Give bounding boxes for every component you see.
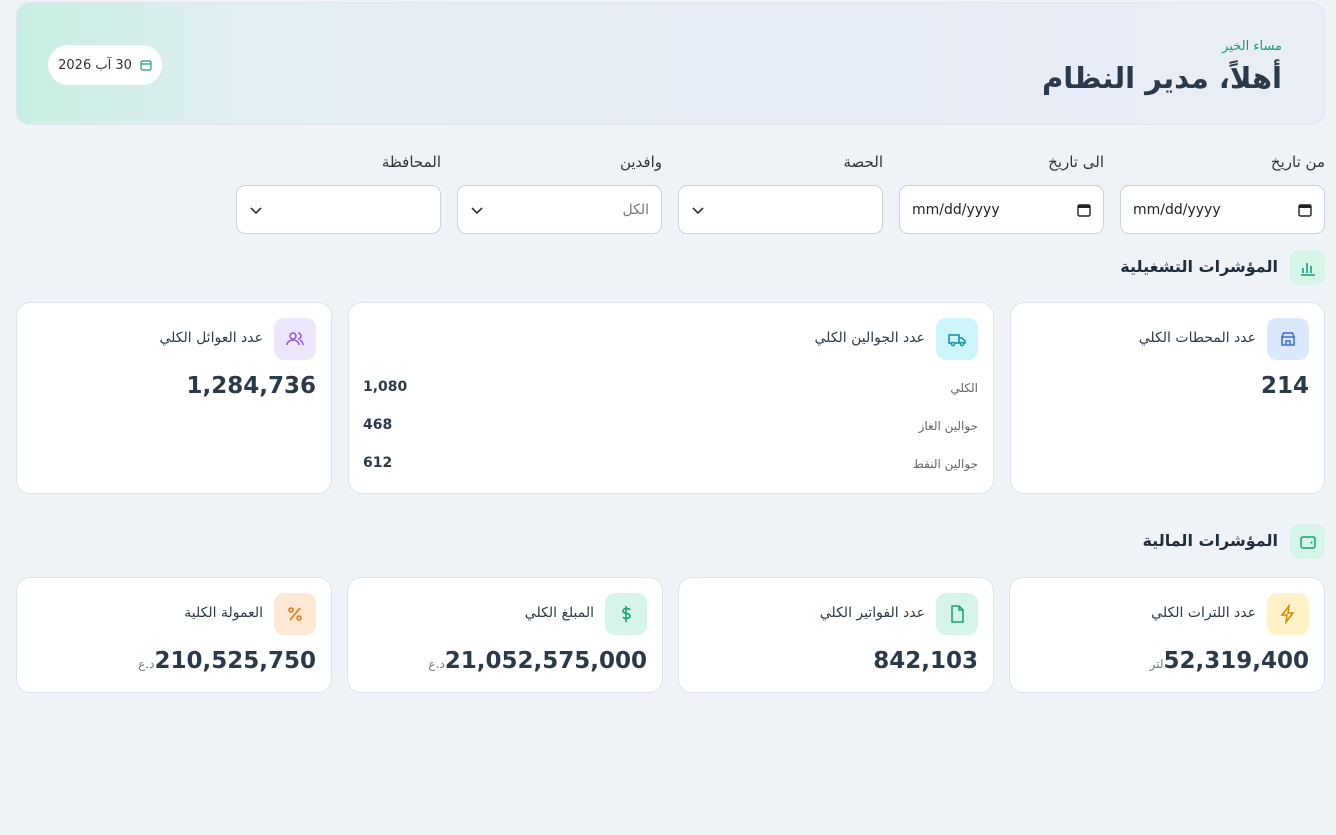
unit-text: د.ع (138, 657, 155, 671)
icon-file (951, 605, 964, 623)
stat-card: عدد الفواتير الكلي 842,103 (678, 577, 994, 693)
chevron (471, 206, 483, 214)
filter-label: الى تاريخ (1048, 153, 1104, 171)
section-title: المؤشرات التشغيلية (1120, 257, 1278, 276)
card-title: عدد العوائل الكلي (159, 330, 263, 346)
card-icon (936, 318, 978, 360)
card-title: عدد الجوالين الكلي (814, 330, 926, 346)
row-label: جوالين الغاز (918, 419, 978, 433)
date-input[interactable]: mm/dd/yyyy (1120, 185, 1325, 234)
welcome-title: أهلاً، مدير النظام (1042, 61, 1282, 95)
card-title: عدد المحطات الكلي (1138, 330, 1256, 346)
stat-card: عدد العوائل الكلي 1,284,736 (16, 302, 332, 494)
card-value: 52,319,400 لتر (1144, 648, 1309, 674)
card-icon (274, 318, 316, 360)
select-text: الكل (622, 201, 650, 218)
calendar-icon (140, 60, 152, 71)
card-title: العمولة الكلية (184, 605, 263, 621)
icon-truck (948, 334, 966, 347)
wallet-icon (1299, 535, 1316, 549)
icon-users (286, 332, 304, 346)
filter-label: الحصة (843, 153, 883, 171)
select-input[interactable] (236, 185, 441, 234)
icon-pct (288, 607, 302, 621)
chevron (692, 206, 704, 214)
card-icon (1267, 318, 1309, 360)
select-input[interactable]: الكل (457, 185, 662, 234)
card-title: المبلغ الكلي (524, 605, 594, 621)
card-title: عدد اللترات الكلي (1151, 605, 1256, 621)
row-value: 612 (363, 455, 393, 471)
card-value: 21,052,575,000 د.ع (422, 648, 647, 674)
card-title: عدد الفواتير الكلي (819, 605, 925, 621)
card-icon (936, 593, 978, 635)
stat-card: المبلغ الكلي 21,052,575,000 د.ع (347, 577, 663, 693)
chevron (250, 206, 262, 214)
greeting: مساء الخير (1222, 39, 1282, 54)
calendar-icon (1298, 203, 1312, 217)
card-value: 842,103 (873, 648, 978, 674)
filter-label: من تاريخ (1270, 153, 1325, 171)
row-label: الكلي (950, 381, 978, 395)
stat-card: العمولة الكلية 210,525,750 د.ع (16, 577, 332, 693)
row-label: جوالين النفط (912, 457, 978, 471)
select-input[interactable] (678, 185, 883, 234)
value-text: 210,525,750 (154, 648, 316, 674)
value-text: 21,052,575,000 (444, 648, 647, 674)
section-icon (1290, 524, 1325, 559)
filter-label: وافدين (619, 153, 662, 171)
value-text: 842,103 (873, 648, 978, 674)
stat-card: عدد الجوالين الكلي الكلي 1,080 جوالين الغاز… (348, 302, 994, 494)
date-input[interactable]: mm/dd/yyyy (899, 185, 1104, 234)
stat-card: عدد اللترات الكلي 52,319,400 لتر (1009, 577, 1325, 693)
card-icon (605, 593, 647, 635)
value-text: 52,319,400 (1163, 648, 1309, 674)
date-pill: 30 آب 2026 (48, 45, 162, 85)
unit-text: لتر (1149, 657, 1164, 671)
icon-bolt (1280, 604, 1295, 624)
unit-text: د.ع (428, 657, 445, 671)
filter-label: المحافظة (381, 153, 441, 171)
icon-store (1281, 332, 1295, 346)
calendar-icon (1077, 203, 1091, 217)
card-value: 210,525,750 د.ع (132, 648, 316, 674)
stat-card: عدد المحطات الكلي 214 (1010, 302, 1325, 494)
section-icon (1290, 250, 1325, 285)
card-value: 1,284,736 (186, 373, 317, 399)
date-text: 30 آب 2026 (58, 57, 132, 73)
input-text: mm/dd/yyyy (1133, 201, 1221, 218)
icon-dollar (622, 606, 631, 622)
header: مساء الخير أهلاً، مدير النظام 30 آب 2026 (16, 2, 1325, 125)
card-icon (1267, 593, 1309, 635)
card-icon (274, 593, 316, 635)
row-value: 468 (363, 417, 393, 433)
section-title: المؤشرات المالية (1142, 531, 1278, 550)
chart-icon (1300, 262, 1315, 276)
card-value: 214 (1260, 373, 1309, 399)
input-text: mm/dd/yyyy (912, 201, 1000, 218)
row-value: 1,080 (363, 379, 408, 395)
